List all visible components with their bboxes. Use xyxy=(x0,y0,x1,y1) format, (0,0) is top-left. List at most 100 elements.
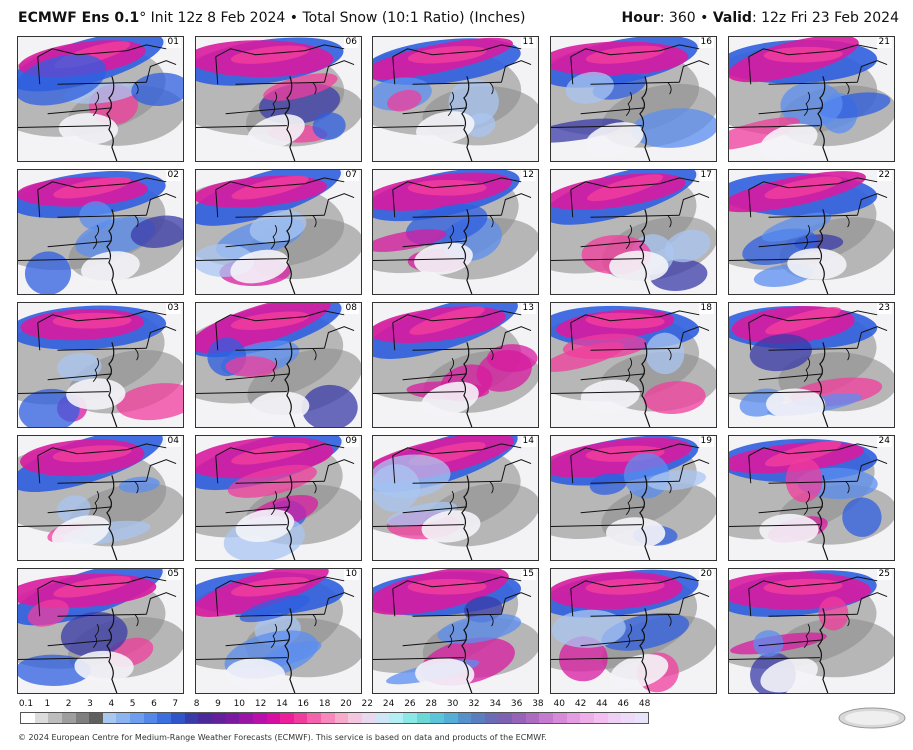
ensemble-member-panel: 23 xyxy=(728,302,895,428)
snowfall-map xyxy=(373,170,538,294)
snowfall-map xyxy=(729,37,894,161)
member-number: 02 xyxy=(165,170,181,181)
legend-tick-labels: 0.1 1 2 3 4 5 6 7 8 9 10 12 14 16 18 20 22 24 26 28 30 32 34 36… xyxy=(18,699,660,711)
snowfall-map xyxy=(373,303,538,427)
ensemble-member-grid: 01 02 03 04 05 06 07 08 09 10 11 12 13 14 15 16 17 18 19 20… xyxy=(17,36,905,696)
snowfall-map xyxy=(373,436,538,560)
member-number: 23 xyxy=(876,303,892,314)
ensemble-member-panel: 17 xyxy=(550,169,717,295)
member-number: 18 xyxy=(698,303,714,314)
snowfall-map xyxy=(18,37,183,161)
legend-swatch xyxy=(634,713,649,723)
member-number: 08 xyxy=(343,303,359,314)
member-number: 14 xyxy=(520,436,536,447)
legend-tick-label: 16 xyxy=(297,699,310,709)
legend-swatch xyxy=(580,713,594,723)
legend-swatch xyxy=(389,713,403,723)
legend-tick-label: 2 xyxy=(65,699,72,709)
snowfall-map xyxy=(551,170,716,294)
legend-tick-label: 34 xyxy=(489,699,501,709)
legend-swatch xyxy=(334,713,349,723)
legend-swatch xyxy=(443,713,458,723)
ensemble-member-panel: 06 xyxy=(195,36,362,162)
legend-swatch xyxy=(457,713,472,723)
member-number: 12 xyxy=(520,170,536,181)
snowfall-map xyxy=(196,303,361,427)
legend-swatch xyxy=(34,713,49,723)
member-number: 22 xyxy=(876,170,892,181)
member-number: 16 xyxy=(698,37,714,48)
snowfall-map xyxy=(729,305,894,427)
legend-swatch xyxy=(348,713,363,723)
legend-swatch xyxy=(552,713,567,723)
legend-tick-label: 24 xyxy=(382,699,395,709)
legend-swatch xyxy=(48,713,62,723)
member-number: 15 xyxy=(520,569,536,580)
legend-swatch xyxy=(61,713,76,723)
legend-swatch xyxy=(416,713,431,723)
ensemble-member-panel: 07 xyxy=(195,169,362,295)
valid-value: : 12z Fri 23 Feb 2024 xyxy=(751,10,899,26)
snowfall-map xyxy=(729,438,894,560)
ensemble-member-panel: 22 xyxy=(728,169,895,295)
snowfall-map xyxy=(551,37,716,161)
snowfall-map xyxy=(729,171,894,294)
snowfall-map xyxy=(18,171,183,294)
legend-swatch xyxy=(116,713,131,723)
legend-swatch xyxy=(607,713,622,723)
snow-color-legend: 0.1 1 2 3 4 5 6 7 8 9 10 12 14 16 18 20 22 24 26 28 30 32 34 36… xyxy=(18,699,660,731)
chart-title: ECMWF Ens 0.1° Init 12z 8 Feb 2024 • Tot… xyxy=(18,10,525,26)
legend-tick-label: 18 xyxy=(318,699,331,709)
valid-label: Valid xyxy=(712,10,752,26)
member-number: 01 xyxy=(165,37,181,48)
legend-swatch xyxy=(362,713,376,723)
legend-swatch xyxy=(512,713,526,723)
legend-tick-label: 40 xyxy=(553,699,565,709)
member-number: 25 xyxy=(876,569,892,580)
legend-swatch xyxy=(225,713,240,723)
ensemble-member-panel: 10 xyxy=(195,568,362,694)
legend-tick-label: 1 xyxy=(44,699,51,709)
ensemble-member-panel: 12 xyxy=(372,169,539,295)
legend-tick-label: 10 xyxy=(233,699,246,709)
legend-swatch xyxy=(484,713,499,723)
ensemble-member-panel: 02 xyxy=(17,169,184,295)
ensemble-member-panel: 14 xyxy=(372,435,539,561)
legend-swatch xyxy=(375,713,390,723)
legend-swatch xyxy=(525,713,540,723)
legend-color-bar xyxy=(20,712,650,724)
legend-tick-label: 12 xyxy=(254,699,267,709)
snowfall-map xyxy=(18,305,183,427)
legend-swatch xyxy=(171,713,185,723)
legend-tick-label: 7 xyxy=(172,699,179,709)
ensemble-member-panel: 19 xyxy=(550,435,717,561)
snowfall-map xyxy=(196,436,361,560)
ensemble-member-panel: 08 xyxy=(195,302,362,428)
member-number: 13 xyxy=(520,303,536,314)
legend-tick-label: 20 xyxy=(340,699,352,709)
legend-tick-label: 0.1 xyxy=(18,699,34,709)
member-number: 09 xyxy=(343,436,359,447)
degree-symbol: ° xyxy=(139,10,147,26)
legend-tick-label: 36 xyxy=(510,699,523,709)
snowfall-map xyxy=(551,305,716,427)
snowfall-map xyxy=(551,569,716,693)
legend-swatch xyxy=(621,713,635,723)
ensemble-member-panel: 16 xyxy=(550,36,717,162)
ensemble-member-panel: 21 xyxy=(728,36,895,162)
member-number: 06 xyxy=(343,37,359,48)
model-name: ECMWF Ens 0.1 xyxy=(18,10,140,26)
legend-swatch xyxy=(471,713,485,723)
legend-swatch xyxy=(184,713,199,723)
member-number: 04 xyxy=(165,436,181,447)
legend-swatch xyxy=(239,713,253,723)
ensemble-member-panel: 20 xyxy=(550,568,717,694)
legend-swatch xyxy=(566,713,581,723)
legend-tick-label: 48 xyxy=(638,699,651,709)
legend-tick-label: 30 xyxy=(446,699,459,709)
ensemble-member-panel: 13 xyxy=(372,302,539,428)
legend-tick-label: 42 xyxy=(574,699,587,709)
legend-swatch xyxy=(143,713,158,723)
snowfall-map xyxy=(196,170,361,294)
ensemble-member-panel: 09 xyxy=(195,435,362,561)
